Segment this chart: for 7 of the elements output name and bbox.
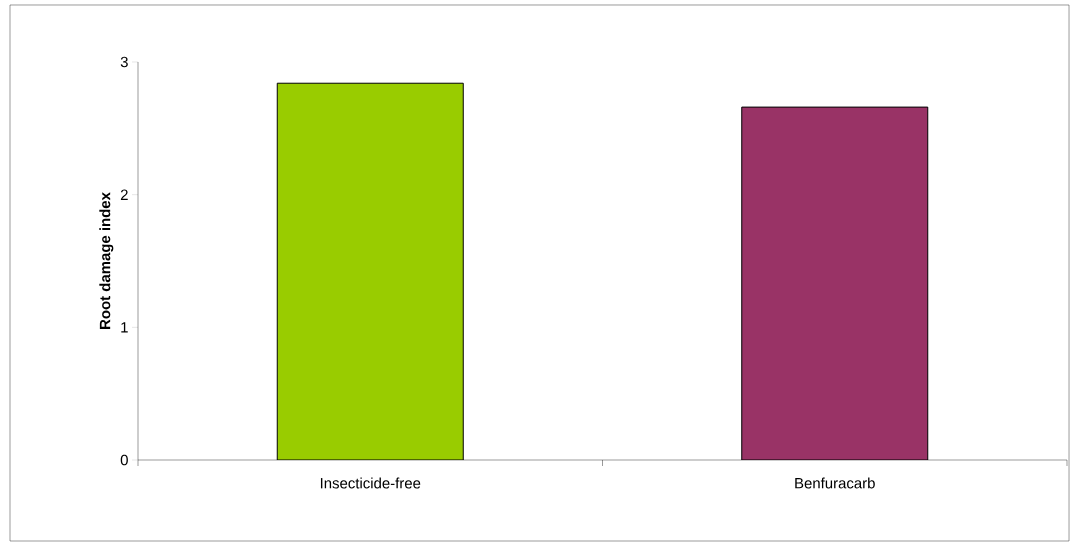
y-tick-label: 2	[120, 189, 128, 200]
y-tick-label: 1	[121, 322, 128, 333]
x-tick-label: Benfuracarb	[795, 477, 875, 489]
y-tick-label: 0	[120, 454, 128, 466]
x-tick-label: Insecticide-free	[320, 477, 421, 489]
y-axis-title: Root damage index	[99, 192, 114, 329]
y-tick-label: 3	[120, 56, 128, 68]
